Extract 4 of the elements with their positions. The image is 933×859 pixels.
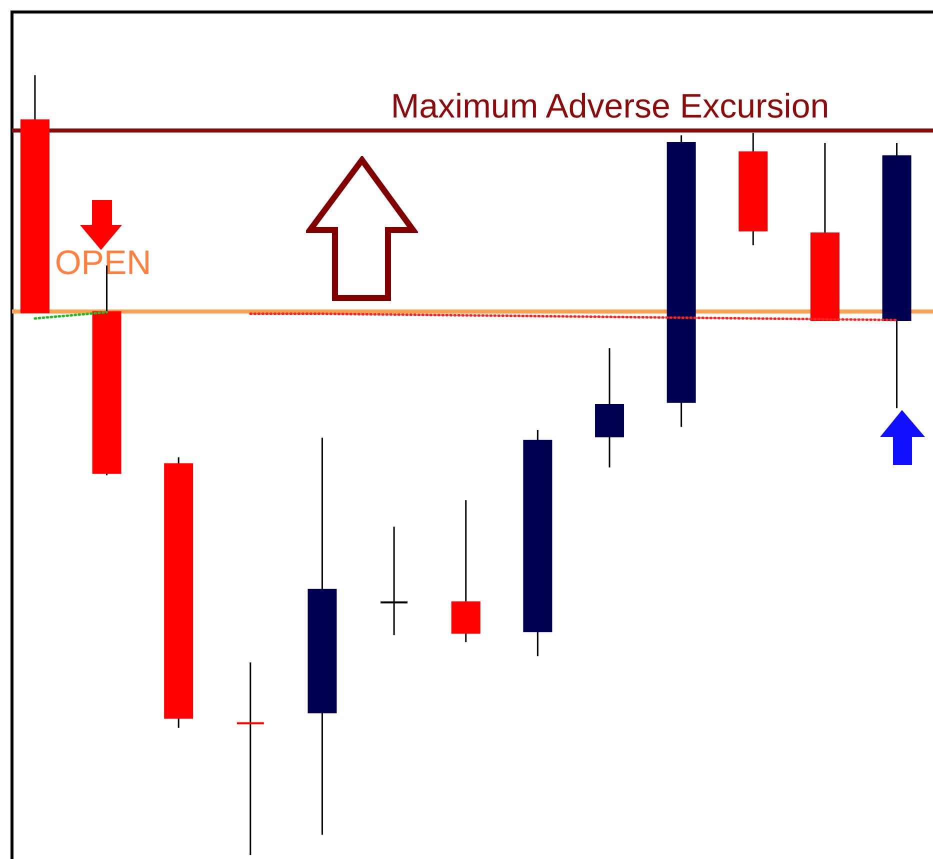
annotation: OPEN (54, 244, 152, 282)
candlestick (380, 526, 409, 636)
candlestick (236, 662, 265, 856)
ref-line-label: Maximum Adverse Excursion (390, 88, 830, 126)
